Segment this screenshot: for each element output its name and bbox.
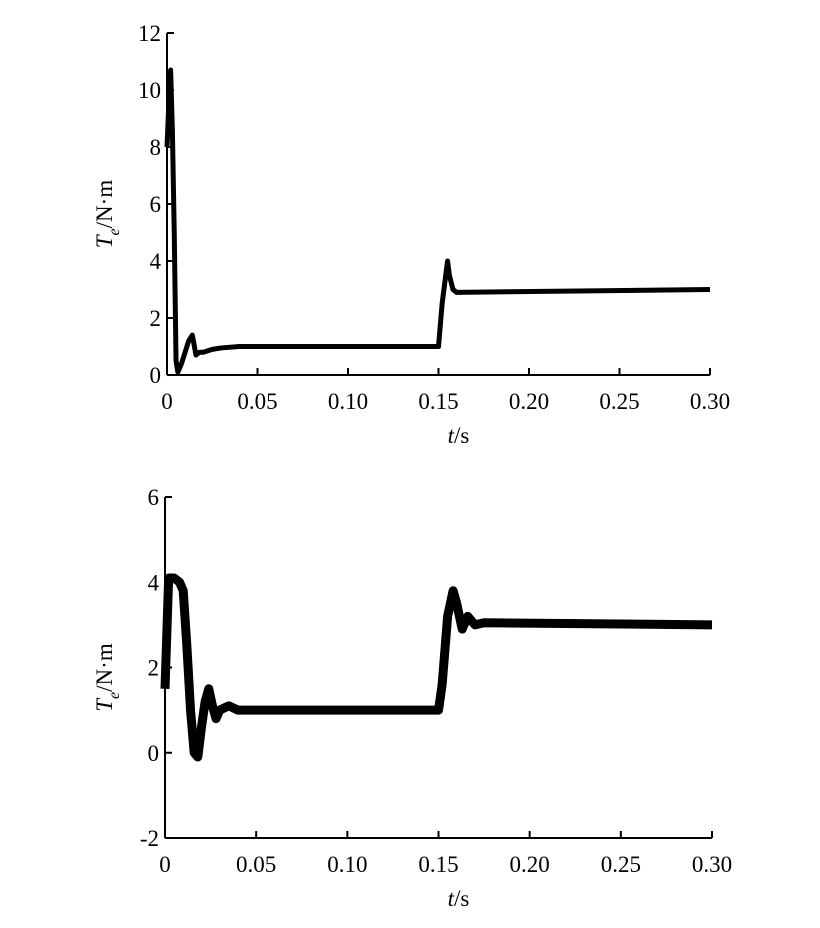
x-tick-label: 0.10 xyxy=(328,389,368,414)
x-tick-label: 0.20 xyxy=(510,852,550,877)
y-tick-label: 6 xyxy=(148,485,160,510)
x-tick-label: 0.25 xyxy=(599,389,639,414)
y-axis-label: Te/N·m xyxy=(92,180,123,249)
y-label-symbol: T xyxy=(92,233,117,248)
y-axis-label: Te/N·m xyxy=(92,643,123,712)
y-label-symbol: T xyxy=(92,697,117,712)
data-line xyxy=(160,573,713,762)
x-label-symbol: t xyxy=(448,886,455,911)
x-label-symbol: t xyxy=(448,423,455,448)
y-tick-label: 6 xyxy=(150,192,162,217)
y-tick-label: 2 xyxy=(148,656,160,681)
x-label-unit: /s xyxy=(454,423,469,448)
y-tick-label: 10 xyxy=(138,78,161,103)
x-tick-label: 0.30 xyxy=(692,852,732,877)
y-tick-label: 0 xyxy=(150,363,162,388)
data-line xyxy=(164,67,711,375)
y-tick-label: 12 xyxy=(138,21,161,46)
x-tick-label: 0.10 xyxy=(327,852,367,877)
y-tick-label: -2 xyxy=(140,826,159,851)
y-label-subscript: e xyxy=(106,228,123,235)
y-tick-label: 0 xyxy=(148,741,160,766)
x-label-unit: /s xyxy=(454,886,469,911)
y-label-unit: /N·m xyxy=(92,180,117,229)
y-tick-label: 4 xyxy=(148,570,160,595)
x-axis-label: t/s xyxy=(448,423,470,448)
x-tick-label: 0.05 xyxy=(236,852,276,877)
y-label-subscript: e xyxy=(106,692,123,699)
x-tick-label: 0 xyxy=(161,389,173,414)
x-tick-label: 0.30 xyxy=(690,389,730,414)
y-tick-label: 8 xyxy=(150,135,162,160)
x-tick-label: 0 xyxy=(159,852,171,877)
x-tick-label: 0.25 xyxy=(601,852,641,877)
y-tick-label: 2 xyxy=(150,306,162,331)
y-tick-label: 4 xyxy=(150,249,162,274)
x-tick-label: 0.20 xyxy=(509,389,549,414)
x-tick-label: 0.15 xyxy=(418,852,458,877)
x-tick-label: 0.15 xyxy=(418,389,458,414)
x-axis-label: t/s xyxy=(448,886,470,911)
x-tick-label: 0.05 xyxy=(237,389,277,414)
y-label-unit: /N·m xyxy=(92,643,117,692)
